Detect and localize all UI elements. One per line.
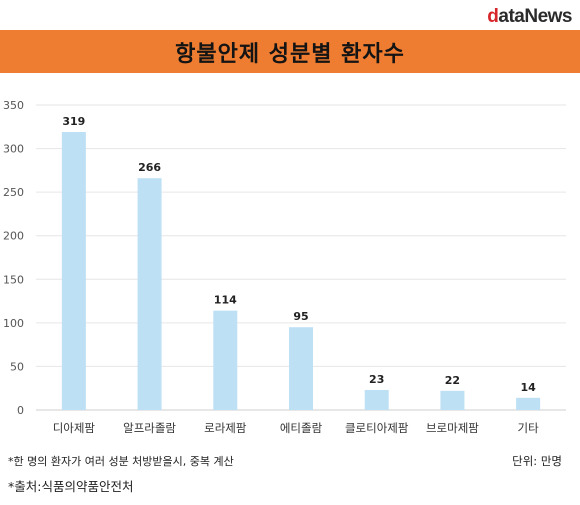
x-tick-label: 디아제팜 (53, 421, 96, 435)
x-tick-label: 클로티아제팜 (345, 421, 409, 435)
title-banner: 항불안제 성분별 환자수 (0, 30, 580, 73)
bar (213, 310, 238, 410)
chart-title: 항불안제 성분별 환자수 (175, 41, 405, 67)
y-tick-label: 350 (3, 99, 24, 112)
bar (440, 390, 465, 410)
data-label: 114 (214, 294, 237, 307)
bar (516, 397, 541, 410)
data-label: 266 (138, 161, 161, 174)
unit-label: 단위: 만명 (512, 454, 562, 468)
data-label: 95 (293, 310, 308, 323)
bar (61, 132, 86, 410)
logo-accent-letter: d (487, 6, 499, 27)
logo-text: ataNews (498, 6, 572, 27)
bar-chart: 0 50 100 150 200 250 300 350 319 디아제팜 266 알프라졸람 114 로… (3, 99, 566, 435)
footnote: *한 명의 환자가 여러 성분 처방받을시, 중복 계산 (8, 455, 234, 468)
x-tick-label: 로라제팜 (204, 421, 247, 435)
source-note: *출처:식품의약품안전처 (8, 479, 134, 494)
x-tick-label: 브로마제팜 (426, 421, 479, 435)
data-label: 22 (445, 374, 460, 387)
y-tick-label: 200 (3, 230, 24, 243)
data-label: 319 (62, 115, 85, 128)
datanews-logo: dataNews (487, 6, 572, 28)
bar (137, 178, 162, 410)
y-tick-label: 250 (3, 186, 24, 199)
x-tick-label: 에티졸람 (280, 421, 323, 435)
bar (289, 327, 313, 410)
data-label: 23 (369, 373, 384, 386)
x-tick-label: 기타 (518, 421, 540, 435)
y-tick-label: 300 (3, 143, 24, 156)
x-tick-label: 알프라졸람 (123, 421, 176, 435)
bar (364, 389, 389, 410)
y-tick-label: 50 (10, 360, 24, 373)
y-tick-label: 150 (3, 273, 24, 286)
y-tick-label: 100 (3, 317, 24, 330)
y-tick-label: 0 (17, 404, 24, 417)
data-label: 14 (520, 381, 536, 394)
